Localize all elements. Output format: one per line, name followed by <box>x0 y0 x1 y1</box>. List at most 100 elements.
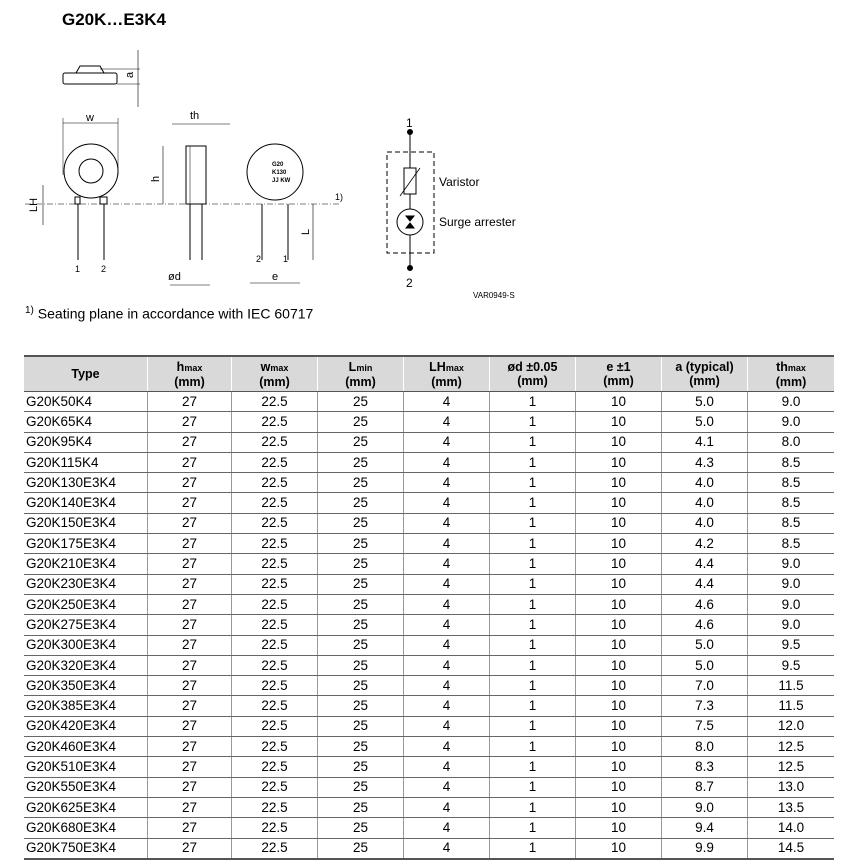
table-cell: 22.5 <box>231 574 318 595</box>
table-row: G20K50K4 27 22.5 25 4 1 10 5.0 9.0 <box>24 391 834 413</box>
table-cell: 1 <box>489 574 576 595</box>
table-cell: 22.5 <box>231 553 318 575</box>
svg-text:1: 1 <box>75 264 80 274</box>
table-cell: 10 <box>575 675 662 697</box>
table-cell: 22.5 <box>231 716 318 738</box>
table-cell: G20K350E3K4 <box>24 675 148 697</box>
table-cell: 4 <box>403 756 490 778</box>
table-cell: 22.5 <box>231 777 318 798</box>
table-cell: 1 <box>489 695 576 717</box>
table-row: G20K550E3K4 27 22.5 25 4 1 10 8.7 13.0 <box>24 777 834 798</box>
table-cell: 4 <box>403 411 490 433</box>
table-cell: 4 <box>403 716 490 738</box>
table-cell: 10 <box>575 472 662 494</box>
table-cell: 9.5 <box>747 635 834 656</box>
table-cell: 11.5 <box>747 695 834 717</box>
table-cell: 10 <box>575 716 662 738</box>
table-cell: G20K140E3K4 <box>24 492 148 514</box>
table-cell: 22.5 <box>231 594 318 616</box>
table-cell: 12.5 <box>747 736 834 758</box>
table-cell: 4.0 <box>661 513 748 535</box>
table-cell: 22.5 <box>231 675 318 697</box>
table-cell: 27 <box>147 574 232 595</box>
table-cell: G20K300E3K4 <box>24 635 148 656</box>
table-cell: 4 <box>403 594 490 616</box>
table-cell: 9.0 <box>747 614 834 636</box>
table-cell: 10 <box>575 594 662 616</box>
table-cell: 8.5 <box>747 452 834 474</box>
table-row: G20K140E3K4 27 22.5 25 4 1 10 4.0 8.5 <box>24 492 834 514</box>
table-cell: 1 <box>489 675 576 697</box>
table-cell: 25 <box>317 553 404 575</box>
table-cell: 22.5 <box>231 797 318 819</box>
table-cell: 10 <box>575 492 662 514</box>
table-cell: 27 <box>147 391 232 413</box>
table-cell: G20K230E3K4 <box>24 574 148 595</box>
table-cell: 9.0 <box>747 574 834 595</box>
page-title: G20K…E3K4 <box>62 10 166 29</box>
table-cell: 1 <box>489 432 576 453</box>
table-cell: G20K550E3K4 <box>24 777 148 798</box>
table-cell: 25 <box>317 533 404 555</box>
table-cell: 22.5 <box>231 838 318 860</box>
table-cell: 22.5 <box>231 472 318 494</box>
table-cell: 25 <box>317 574 404 595</box>
table-cell: G20K385E3K4 <box>24 695 148 717</box>
table-cell: 25 <box>317 777 404 798</box>
table-cell: 4.0 <box>661 472 748 494</box>
table-cell: 22.5 <box>231 492 318 514</box>
table-cell: 8.5 <box>747 492 834 514</box>
table-cell: 5.0 <box>661 411 748 433</box>
table-cell: 22.5 <box>231 614 318 636</box>
table-cell: 27 <box>147 655 232 677</box>
table-cell: 1 <box>489 655 576 677</box>
table-row: G20K275E3K4 27 22.5 25 4 1 10 4.6 9.0 <box>24 614 834 636</box>
table-cell: G20K750E3K4 <box>24 838 148 860</box>
table-cell: 27 <box>147 594 232 616</box>
table-cell: 9.0 <box>747 411 834 433</box>
dimension-drawing: a w 1 2 LH 1) th h ød G20 K130 JJ KW <box>25 50 516 300</box>
table-cell: 1 <box>489 797 576 819</box>
table-cell: 1 <box>489 492 576 514</box>
table-cell: 4 <box>403 391 490 413</box>
table-cell: 1 <box>489 838 576 860</box>
dimensions-table: Type hmax (mm) wmax (mm) Lmin (mm) LHmax (mm) ød … <box>24 355 834 860</box>
table-cell: 25 <box>317 594 404 616</box>
table-cell: 8.0 <box>661 736 748 758</box>
table-cell: 27 <box>147 432 232 453</box>
table-cell: 1 <box>489 756 576 778</box>
table-cell: 5.0 <box>661 635 748 656</box>
table-cell: 25 <box>317 513 404 535</box>
table-cell: 25 <box>317 736 404 758</box>
table-row: G20K420E3K4 27 22.5 25 4 1 10 7.5 12.0 <box>24 716 834 738</box>
column-header: LHmax (mm) <box>403 355 490 392</box>
table-cell: G20K115K4 <box>24 452 148 474</box>
table-cell: 10 <box>575 432 662 453</box>
table-cell: 14.5 <box>747 838 834 860</box>
svg-text:2: 2 <box>256 254 261 264</box>
table-cell: G20K210E3K4 <box>24 553 148 575</box>
table-cell: 25 <box>317 675 404 697</box>
table-cell: 10 <box>575 655 662 677</box>
table-cell: G20K50K4 <box>24 391 148 413</box>
column-header: hmax (mm) <box>147 355 232 392</box>
table-cell: 22.5 <box>231 695 318 717</box>
table-cell: 27 <box>147 756 232 778</box>
table-cell: 13.5 <box>747 797 834 819</box>
table-cell: 1 <box>489 411 576 433</box>
table-row: G20K65K4 27 22.5 25 4 1 10 5.0 9.0 <box>24 411 834 433</box>
table-cell: 4.4 <box>661 574 748 595</box>
table-cell: 22.5 <box>231 391 318 413</box>
table-cell: 25 <box>317 635 404 656</box>
table-row: G20K680E3K4 27 22.5 25 4 1 10 9.4 14.0 <box>24 817 834 839</box>
table-row: G20K300E3K4 27 22.5 25 4 1 10 5.0 9.5 <box>24 635 834 656</box>
svg-text:2: 2 <box>406 276 413 290</box>
table-cell: 4 <box>403 797 490 819</box>
table-cell: 4 <box>403 614 490 636</box>
table-cell: 27 <box>147 492 232 514</box>
table-cell: 4.4 <box>661 553 748 575</box>
table-cell: 25 <box>317 432 404 453</box>
table-row: G20K210E3K4 27 22.5 25 4 1 10 4.4 9.0 <box>24 553 834 575</box>
table-row: G20K95K4 27 22.5 25 4 1 10 4.1 8.0 <box>24 432 834 453</box>
table-cell: 8.5 <box>747 472 834 494</box>
